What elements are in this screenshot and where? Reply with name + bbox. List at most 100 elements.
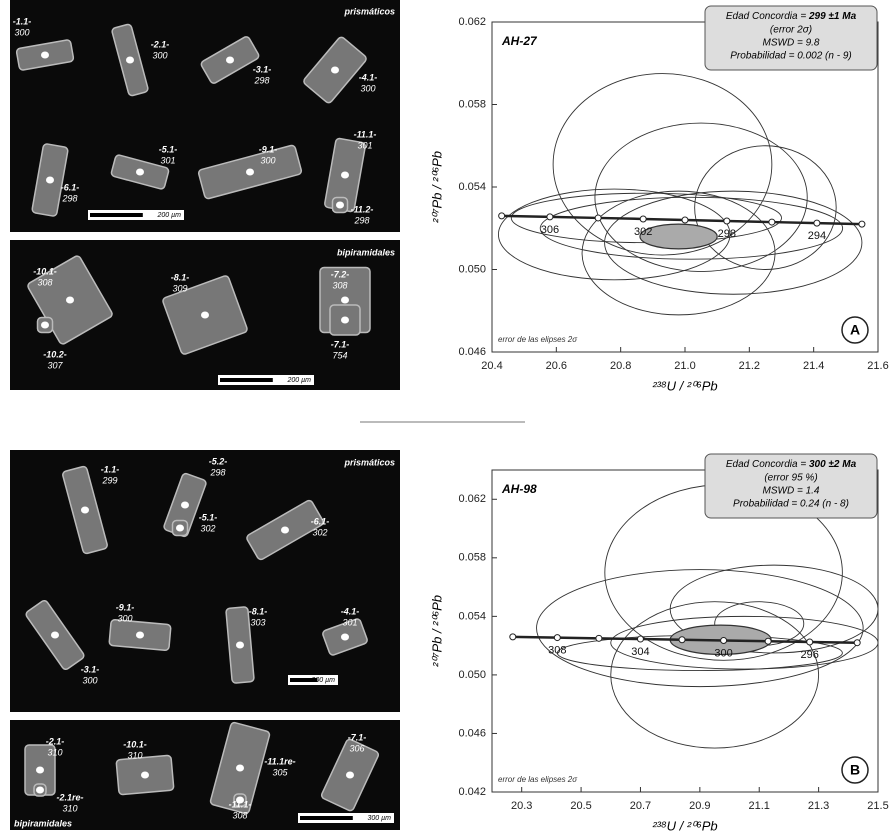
info-age: 300 ±2 Ma — [809, 459, 857, 470]
sample-name: AH-27 — [501, 34, 538, 48]
concordia-age-ellipse — [639, 223, 718, 250]
x-tick-label: 20.9 — [689, 800, 710, 812]
concordia-point — [853, 639, 861, 647]
grain-age: 308 — [37, 277, 52, 287]
grain-label: -7.1- — [331, 339, 350, 349]
grain-age: 298 — [353, 215, 369, 225]
grain-age: 300 — [152, 50, 167, 60]
grain-age: 306 — [349, 743, 364, 753]
grain-label: -10.1- — [123, 739, 147, 749]
grain-age: 301 — [342, 617, 357, 627]
concordia-plot: 20.3 20.5 20.7 20.9 21.1 21.3 21.5 0.042 0.046 0.… — [429, 453, 889, 833]
concordia-plot: 20.4 20.6 20.8 21.0 21.2 21.4 21.6 0.046 0.050 0.… — [429, 5, 889, 393]
error-ellipse — [539, 196, 844, 260]
x-tick-label: 20.7 — [630, 800, 651, 812]
grain-age: 307 — [47, 360, 63, 370]
grain-label: -5.2- — [209, 456, 228, 466]
grain-label: -3.1- — [81, 664, 100, 674]
spot — [226, 56, 234, 64]
error-ellipse — [694, 145, 837, 270]
x-tick-label: 21.4 — [803, 360, 824, 372]
info-box — [704, 453, 878, 519]
grain-age: 299 — [101, 475, 117, 485]
age-label: 306 — [541, 224, 559, 236]
x-tick-label: 20.6 — [546, 360, 567, 372]
grain-label: -5.1- — [159, 144, 178, 154]
grain-age: 301 — [160, 155, 175, 165]
grain-label: -9.1- — [116, 602, 135, 612]
plot-frame — [491, 21, 879, 353]
error-ellipse — [604, 190, 863, 295]
y-tick-label: 0.046 — [458, 727, 486, 739]
y-axis-label: ²⁰⁷Pb / ²⁰⁶Pb — [429, 151, 444, 223]
concordia-point — [723, 217, 731, 225]
error-ellipse — [552, 73, 773, 256]
x-tick-label: 21.2 — [739, 360, 760, 372]
spot — [41, 321, 49, 329]
error-ellipse — [594, 122, 808, 273]
spot — [136, 168, 144, 176]
spot — [336, 201, 344, 209]
spot — [36, 786, 44, 794]
spot — [201, 311, 209, 319]
grain-age: 310 — [47, 747, 62, 757]
info-line: MSWD = 1.4 — [763, 486, 820, 497]
panel-title: bipiramidales — [337, 247, 395, 257]
grain-age: 300 — [82, 675, 97, 685]
grain-label: -11.1- — [354, 129, 377, 139]
error-ellipse — [536, 569, 864, 688]
grain-label: -9.1- — [259, 144, 278, 154]
grain-label: -10.1- — [33, 266, 57, 276]
scale-bar — [220, 378, 273, 382]
concordia-point — [813, 219, 821, 227]
spot — [141, 771, 149, 779]
concordia-point — [595, 634, 603, 642]
concordia-point — [498, 212, 506, 220]
info-line: MSWD = 9.8 — [763, 38, 820, 49]
age-label: 304 — [631, 646, 649, 658]
panel-letter-circle — [841, 316, 869, 344]
grain-age: 303 — [250, 617, 265, 627]
grain-age: 309 — [172, 283, 187, 293]
y-tick-label: 0.062 — [458, 493, 486, 505]
panel-letter-circle — [841, 756, 869, 784]
spot — [181, 501, 189, 509]
age-label: 298 — [718, 228, 736, 240]
grain-label: -8.1- — [171, 272, 190, 282]
concordia-point — [768, 218, 776, 226]
spot — [281, 526, 289, 534]
grain-label: -11.2- — [351, 204, 374, 214]
grain-age: 308 — [332, 280, 347, 290]
grain-label: -7.1- — [348, 732, 367, 742]
y-tick-label: 0.054 — [458, 610, 486, 622]
grain-label: -4.1- — [341, 606, 360, 616]
grain-label: -4.1- — [359, 72, 378, 82]
spot — [66, 296, 74, 304]
spot — [136, 631, 144, 639]
scale-bar — [90, 213, 143, 217]
info-age: 299 ±1 Ma — [808, 11, 857, 22]
scale-label: 300 µm — [368, 815, 392, 822]
spot — [36, 766, 44, 774]
grain-age: 305 — [272, 767, 288, 777]
info-prefix: Edad Concordia = — [726, 11, 809, 22]
ellipse-note: error de las elipses 2σ — [498, 335, 578, 344]
x-tick-label: 21.3 — [808, 800, 829, 812]
y-tick-label: 0.042 — [458, 786, 486, 798]
grain-age: 310 — [127, 750, 142, 760]
scale-bar — [300, 816, 353, 820]
grain-label: -10.2- — [43, 349, 67, 359]
concordia-point — [546, 213, 554, 221]
grain-label: -11.1re- — [264, 756, 295, 766]
panel-title: bipiramidales — [14, 818, 72, 828]
error-ellipse — [669, 564, 878, 654]
grain-age: 300 — [260, 155, 275, 165]
x-tick-label: 20.4 — [481, 360, 502, 372]
spot — [246, 168, 254, 176]
grain-age: 300 — [14, 27, 29, 37]
scale-bar — [290, 678, 318, 682]
sample-name: AH-98 — [501, 482, 537, 496]
spot — [41, 51, 49, 59]
x-tick-label: 21.6 — [867, 360, 888, 372]
spot — [46, 176, 54, 184]
